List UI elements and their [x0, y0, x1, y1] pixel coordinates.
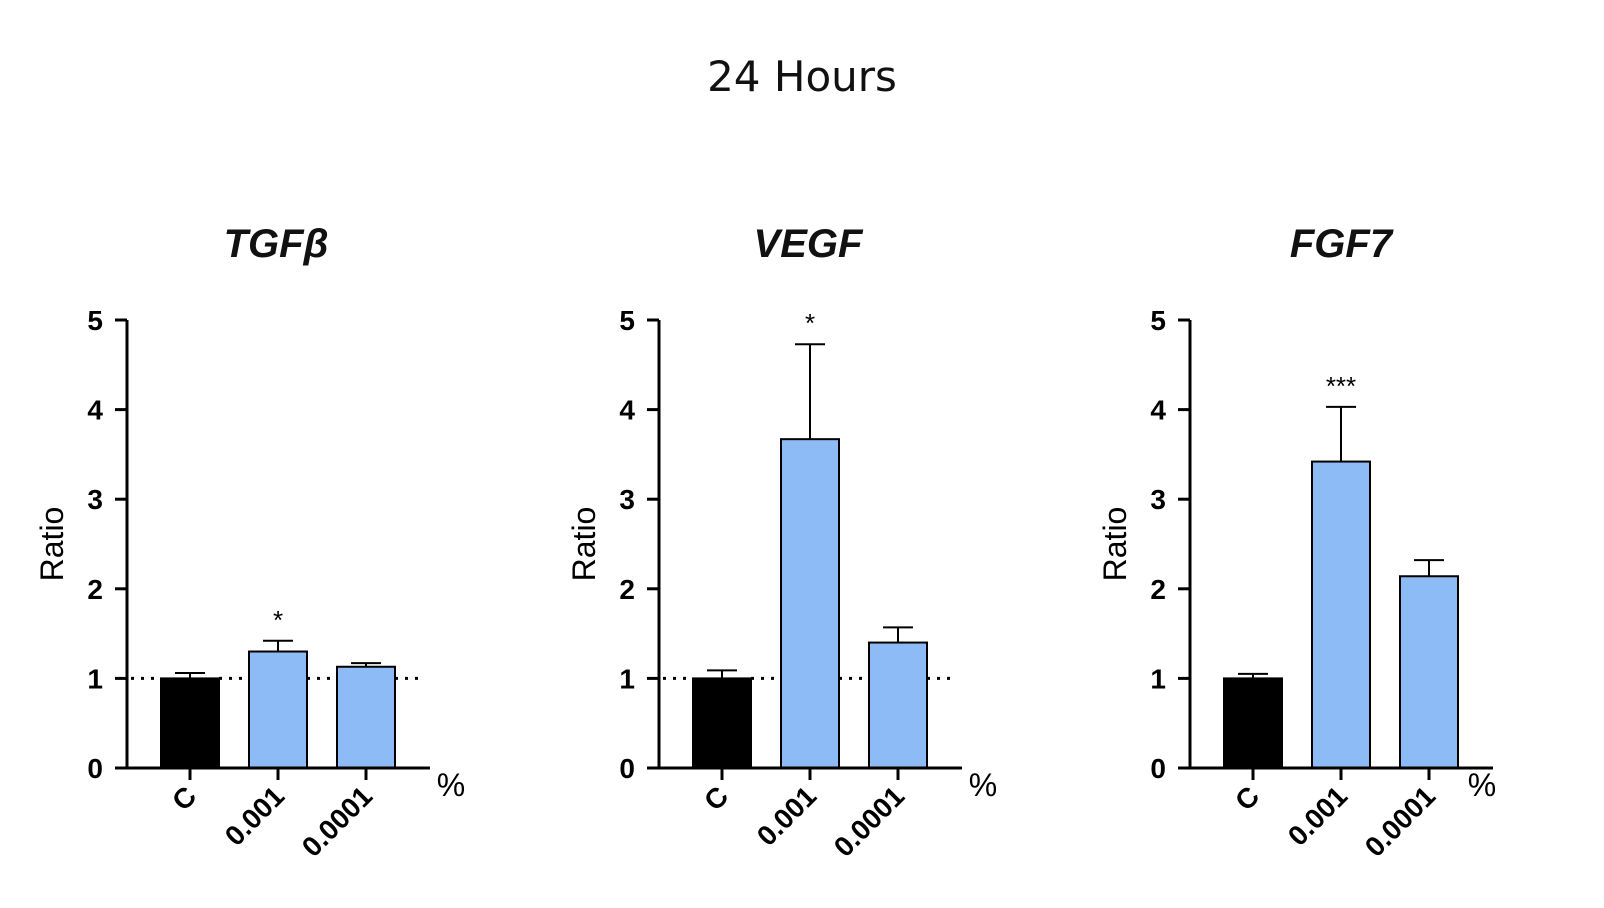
chart-panel-3: FGF7 Ratio *** 0 1 2 3 4 5 C 0.001 0.0001% — [1097, 222, 1496, 863]
y-tick-label-2: 2 — [1150, 574, 1166, 605]
significance-label-2: * — [805, 308, 815, 338]
y-tick-label-4: 4 — [87, 395, 103, 426]
y-axis-title: Ratio — [566, 507, 602, 582]
x-tick-label-2: 0.001 — [1282, 780, 1353, 851]
x-tick-label-2: 0.001 — [219, 780, 290, 851]
significance-label-2: * — [273, 605, 283, 635]
significance-label-2: *** — [1326, 371, 1356, 401]
x-tick-label-1: C — [166, 780, 202, 816]
bar-2 — [248, 650, 308, 770]
bar-3 — [336, 665, 396, 770]
figure-title: 24 Hours — [707, 52, 897, 101]
y-axis-title: Ratio — [34, 507, 70, 582]
y-tick-label-0: 0 — [87, 753, 103, 784]
chart-panel-1: TGFβ Ratio * 0 1 2 3 4 5 C 0.001 0.0001% — [34, 222, 465, 863]
y-tick-label-4: 4 — [619, 395, 635, 426]
x-tick-label-3: 0.0001 — [1359, 780, 1441, 862]
y-axis-title: Ratio — [1097, 507, 1133, 582]
y-tick-label-3: 3 — [1150, 484, 1166, 515]
y-tick-label-4: 4 — [1150, 395, 1166, 426]
y-tick-label-1: 1 — [87, 663, 103, 694]
y-tick-label-5: 5 — [87, 305, 103, 336]
chart-title: FGF7 — [1290, 222, 1394, 266]
bar-2 — [780, 438, 840, 769]
y-tick-label-5: 5 — [1150, 305, 1166, 336]
bar-1 — [692, 677, 752, 770]
y-tick-label-3: 3 — [87, 484, 103, 515]
bar-1 — [160, 677, 220, 770]
x-axis-unit: % — [1468, 767, 1496, 803]
bar-1 — [1223, 677, 1283, 770]
x-tick-label-1: C — [698, 780, 734, 816]
bar-3 — [1399, 575, 1459, 769]
x-tick-label-3: 0.0001 — [296, 780, 378, 862]
y-tick-label-5: 5 — [619, 305, 635, 336]
x-tick-label-1: C — [1229, 780, 1265, 816]
chart-title: VEGF — [754, 222, 864, 266]
y-tick-label-1: 1 — [619, 663, 635, 694]
bar-3 — [868, 641, 928, 769]
y-tick-label-3: 3 — [619, 484, 635, 515]
x-tick-label-3: 0.0001 — [828, 780, 910, 862]
y-tick-label-0: 0 — [1150, 753, 1166, 784]
x-axis-unit: % — [969, 767, 997, 803]
bar-2 — [1311, 460, 1371, 769]
y-tick-label-2: 2 — [87, 574, 103, 605]
chart-panel-2: VEGF Ratio * 0 1 2 3 4 5 C 0.001 0.0001% — [566, 222, 997, 863]
chart-title: TGFβ — [224, 222, 329, 266]
y-tick-label-1: 1 — [1150, 663, 1166, 694]
y-tick-label-0: 0 — [619, 753, 635, 784]
y-tick-label-2: 2 — [619, 574, 635, 605]
x-axis-unit: % — [437, 767, 465, 803]
x-tick-label-2: 0.001 — [751, 780, 822, 851]
